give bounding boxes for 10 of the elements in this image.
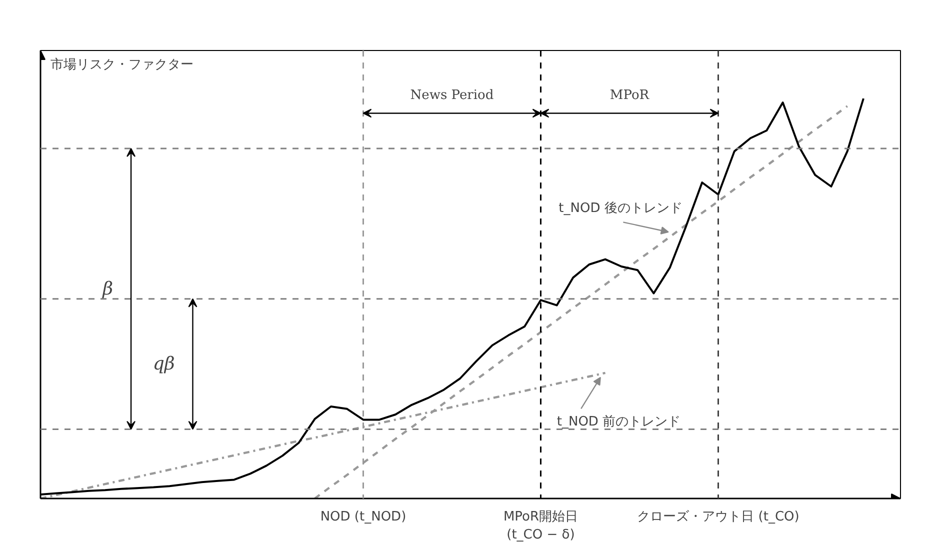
annotation: t_NOD 後のトレンド bbox=[558, 201, 682, 216]
annotation: MPoR bbox=[610, 88, 650, 104]
x-tick-label: NOD (t_NOD) bbox=[320, 510, 406, 524]
x-tick-label: MPoR開始日 (t_CO − δ) bbox=[503, 510, 578, 542]
annotation: News Period bbox=[410, 88, 494, 104]
annotation: qβ bbox=[152, 354, 175, 375]
x-tick-label: クローズ・アウト日 (t_CO) bbox=[637, 510, 800, 524]
annotation: t_NOD 前のトレンド bbox=[556, 414, 681, 430]
annotation: β bbox=[102, 278, 114, 300]
y-axis-title: 市場リスク・ファクター bbox=[50, 58, 194, 72]
